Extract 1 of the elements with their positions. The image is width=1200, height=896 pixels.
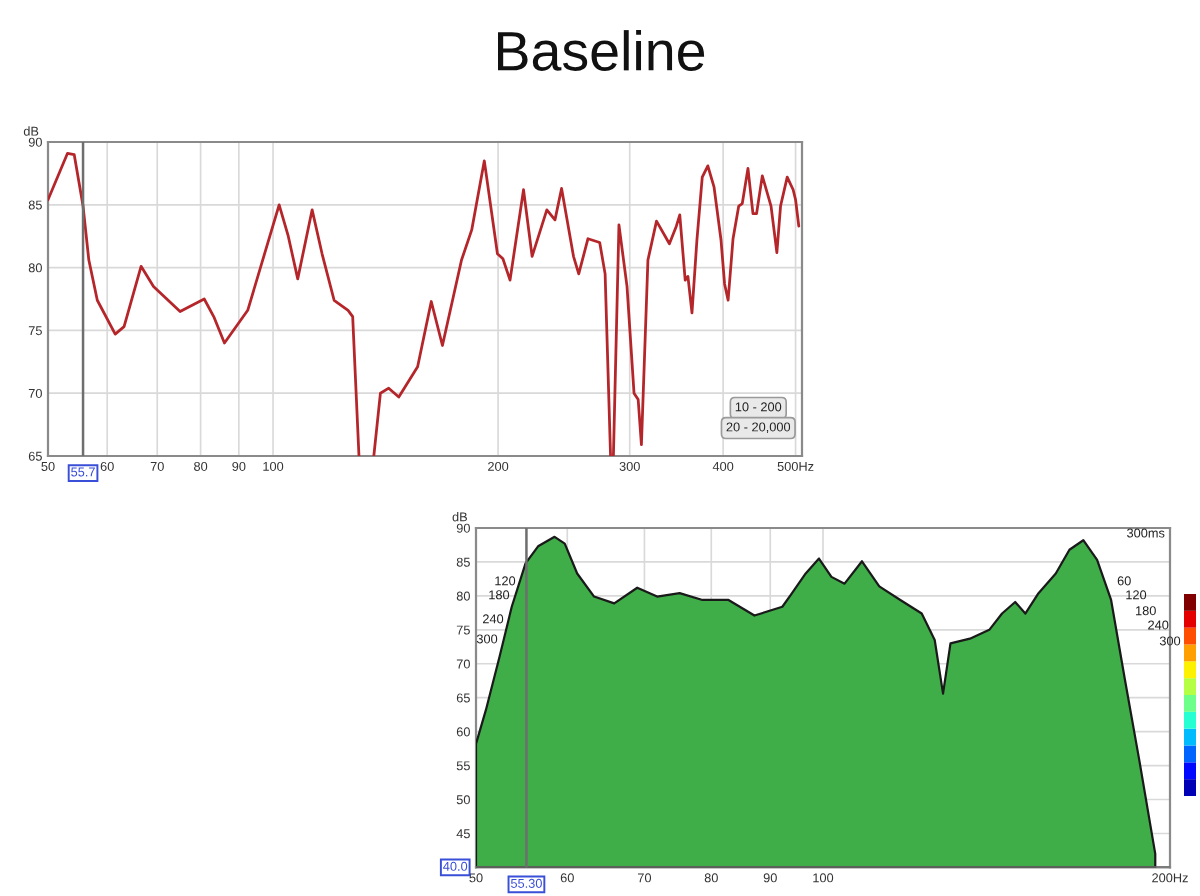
chart-title: Baseline [498,30,705,71]
